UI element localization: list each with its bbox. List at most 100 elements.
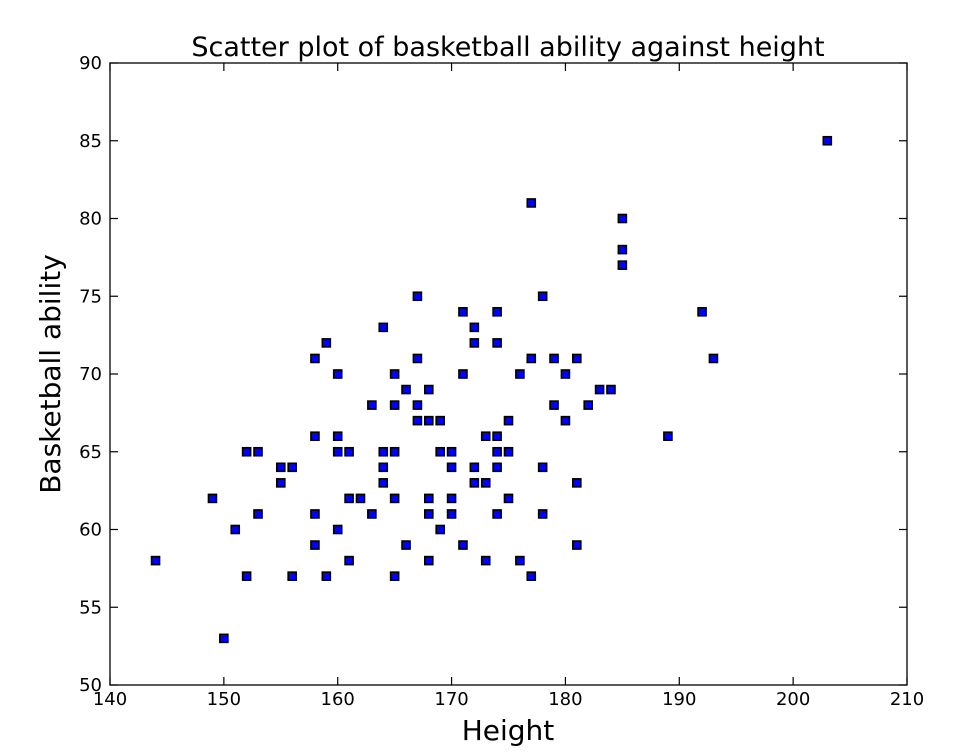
data-point (435, 415, 445, 426)
data-point (480, 478, 491, 488)
data-point (378, 462, 389, 473)
data-point (617, 260, 628, 270)
data-point (423, 555, 434, 566)
data-point (492, 462, 502, 473)
data-point (458, 369, 468, 379)
data-point (310, 353, 320, 364)
data-point (526, 198, 537, 208)
data-point (549, 400, 559, 410)
data-point (332, 446, 343, 457)
data-point (423, 509, 434, 519)
data-point (515, 369, 525, 379)
data-point (310, 509, 320, 519)
data-point (822, 135, 833, 146)
y-axis-label: Basketball ability (34, 254, 67, 494)
y-tick-label: 85 (79, 131, 102, 152)
data-point (526, 571, 537, 581)
data-point (446, 462, 457, 473)
data-point (697, 306, 707, 317)
data-point (389, 571, 400, 581)
data-point (321, 571, 332, 581)
y-tick-label: 90 (79, 53, 102, 74)
data-point (287, 462, 297, 473)
data-point (583, 400, 594, 410)
y-tick-label: 70 (79, 364, 102, 385)
data-point (275, 462, 286, 473)
data-point (560, 415, 571, 426)
data-point (321, 338, 332, 348)
data-point (378, 446, 389, 457)
x-tick-label: 140 (93, 689, 127, 710)
data-point (355, 493, 366, 504)
x-axis-label: Height (462, 714, 555, 747)
data-point (401, 540, 411, 550)
plot-frame (109, 62, 908, 686)
data-point (617, 213, 628, 224)
data-point (344, 446, 354, 457)
data-point (423, 384, 434, 395)
x-tick-label: 190 (662, 689, 696, 710)
data-point (389, 493, 400, 504)
data-point (515, 555, 525, 566)
data-point (412, 291, 423, 302)
x-tick-label: 170 (434, 689, 468, 710)
data-point (230, 524, 241, 535)
data-point (446, 509, 457, 519)
data-point (435, 446, 445, 457)
data-point (708, 353, 719, 364)
y-tick-label: 55 (79, 597, 102, 618)
data-point (367, 400, 377, 410)
data-point (492, 446, 502, 457)
data-point (480, 555, 491, 566)
data-point (492, 306, 502, 317)
data-point (617, 244, 628, 255)
data-point (332, 431, 343, 442)
y-tick-label: 75 (79, 286, 102, 307)
data-point (412, 400, 423, 410)
data-point (275, 478, 286, 488)
y-tick-label: 60 (79, 520, 102, 541)
data-point (423, 415, 434, 426)
data-point (378, 478, 389, 488)
data-point (378, 322, 389, 333)
data-point (412, 353, 423, 364)
data-point (401, 384, 411, 395)
x-tick-label: 160 (321, 689, 355, 710)
y-tick-label: 80 (79, 209, 102, 230)
data-point (503, 493, 514, 504)
data-point (310, 431, 320, 442)
data-point (492, 338, 502, 348)
data-point (572, 478, 582, 488)
data-point (469, 338, 480, 348)
data-point (469, 322, 480, 333)
data-point (287, 571, 297, 581)
axis-ticks: 140 150 160 170 180 190 200 210 50 55 60 65 70 75 80 85… (79, 53, 924, 710)
data-point (526, 353, 537, 364)
data-point (423, 493, 434, 504)
data-point (332, 369, 343, 379)
data-point (219, 633, 229, 644)
data-point (435, 524, 445, 535)
data-point (606, 384, 616, 395)
x-tick-label: 200 (776, 689, 810, 710)
data-point (344, 555, 354, 566)
data-point (503, 415, 514, 426)
data-point (207, 493, 218, 504)
data-point (663, 431, 673, 442)
data-point (332, 524, 343, 535)
data-point (150, 555, 161, 566)
data-point (412, 415, 423, 426)
data-point (480, 431, 491, 442)
data-point (389, 400, 400, 410)
data-point (253, 509, 263, 519)
data-point (241, 446, 252, 457)
chart-title: Scatter plot of basketball ability again… (191, 32, 824, 63)
data-point (344, 493, 354, 504)
data-point (446, 446, 457, 457)
data-point (469, 462, 480, 473)
data-point (537, 509, 548, 519)
data-point (537, 291, 548, 302)
data-point (241, 571, 252, 581)
data-point (458, 306, 468, 317)
